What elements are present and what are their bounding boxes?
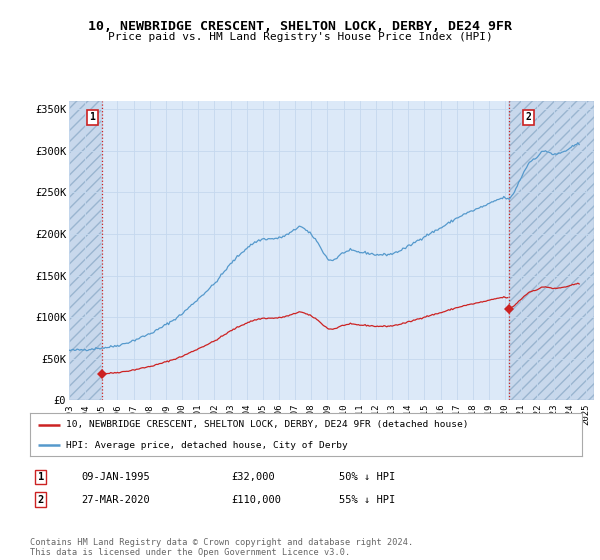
- Text: 1: 1: [38, 472, 44, 482]
- Text: 1: 1: [89, 113, 95, 123]
- Text: Contains HM Land Registry data © Crown copyright and database right 2024.
This d: Contains HM Land Registry data © Crown c…: [30, 538, 413, 557]
- Text: £32,000: £32,000: [231, 472, 275, 482]
- Bar: [509, 101, 594, 400]
- Text: 55% ↓ HPI: 55% ↓ HPI: [339, 494, 395, 505]
- Text: £110,000: £110,000: [231, 494, 281, 505]
- Bar: [509, 101, 594, 400]
- Text: 2: 2: [526, 113, 532, 123]
- Bar: [69, 101, 102, 400]
- Text: 09-JAN-1995: 09-JAN-1995: [81, 472, 150, 482]
- Text: 10, NEWBRIDGE CRESCENT, SHELTON LOCK, DERBY, DE24 9FR: 10, NEWBRIDGE CRESCENT, SHELTON LOCK, DE…: [88, 20, 512, 32]
- Bar: [69, 101, 102, 400]
- Text: 50% ↓ HPI: 50% ↓ HPI: [339, 472, 395, 482]
- Text: 2: 2: [38, 494, 44, 505]
- Text: Price paid vs. HM Land Registry's House Price Index (HPI): Price paid vs. HM Land Registry's House …: [107, 32, 493, 43]
- Text: 27-MAR-2020: 27-MAR-2020: [81, 494, 150, 505]
- Text: HPI: Average price, detached house, City of Derby: HPI: Average price, detached house, City…: [66, 441, 347, 450]
- Text: 10, NEWBRIDGE CRESCENT, SHELTON LOCK, DERBY, DE24 9FR (detached house): 10, NEWBRIDGE CRESCENT, SHELTON LOCK, DE…: [66, 421, 469, 430]
